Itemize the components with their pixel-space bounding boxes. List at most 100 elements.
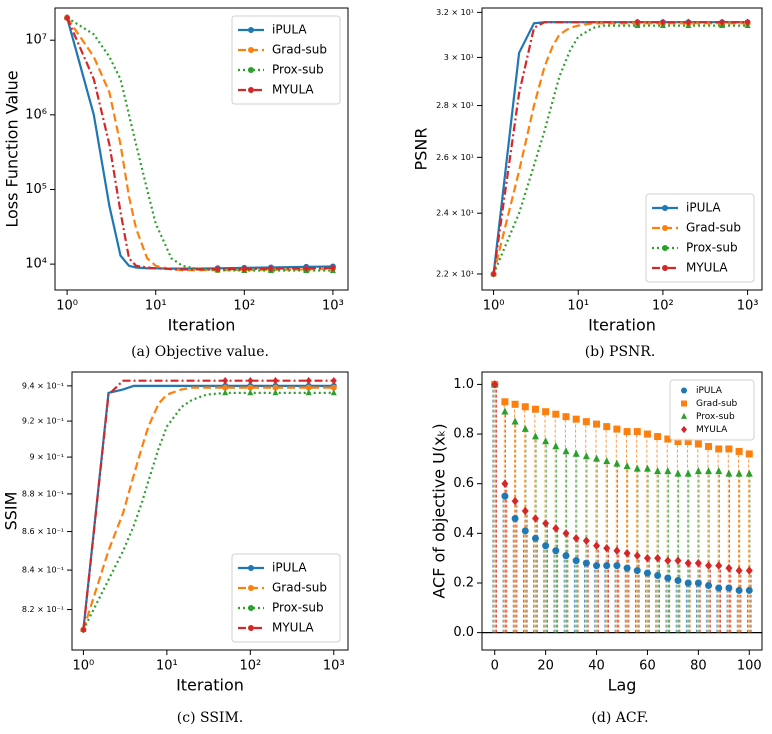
x-tick-label: 10² [233,299,255,314]
marker [725,563,733,573]
legend-box [669,379,755,441]
marker [613,425,621,433]
marker [241,265,248,273]
y-tick-label: 2.8 × 10¹ [436,101,474,110]
legend-marker [248,27,254,33]
marker [490,270,497,278]
series-line [82,391,334,631]
marker [664,435,672,443]
y-axis-label: SSIM [2,492,21,531]
x-tick-label: 10³ [322,299,344,314]
marker [582,536,590,545]
marker [623,428,631,436]
y-tick-label: 8.2 × 10⁻¹ [22,605,64,614]
y-tick-label: 8.6 × 10⁻¹ [22,527,64,536]
marker [643,553,651,563]
x-tick-label: 20 [537,659,554,674]
y-tick-label: 10⁴ [25,257,47,272]
marker [582,418,590,426]
marker [643,430,651,438]
marker [303,264,310,272]
legend-marker [248,605,254,611]
x-tick-label: 10¹ [156,659,178,674]
marker [272,389,279,396]
marker [572,557,580,565]
marker [684,438,692,445]
marker [654,433,662,441]
marker [643,569,651,577]
marker [684,469,692,477]
marker [572,534,580,543]
legend-marker [662,205,668,211]
y-tick-label: 2.6 × 10¹ [436,153,474,162]
marker [272,377,279,385]
x-tick-label: 100 [737,659,762,674]
marker [582,559,590,567]
marker [705,467,713,475]
series-line [492,24,748,275]
marker [674,577,682,584]
marker [542,408,550,416]
x-tick-label: 10¹ [145,299,167,314]
marker [643,464,651,472]
marker [267,265,274,273]
marker [694,579,702,587]
marker [511,514,519,522]
legend-marker [248,585,254,591]
marker [603,562,611,570]
axes-frame [481,7,763,291]
legend-label: iPULA [272,561,307,575]
marker [521,506,529,516]
legend-label: iPULA [272,23,307,37]
caption: (d) ACF. [591,710,648,726]
legend-label: Prox-sub [272,63,324,77]
marker [623,548,631,558]
marker [222,377,229,385]
marker [511,400,519,408]
marker [613,546,621,555]
marker [330,389,337,396]
marker [735,447,743,455]
marker [572,449,580,457]
legend-label: Grad-sub [686,221,741,235]
marker [603,457,611,465]
marker [521,403,529,411]
marker [531,432,539,440]
marker [305,389,312,396]
marker [593,420,601,428]
marker [623,462,631,470]
marker [674,469,682,477]
x-tick-label: 80 [690,659,707,674]
legend-box [231,553,341,643]
legend-label: MYULA [686,261,728,275]
marker [542,437,550,445]
y-axis-label: Loss Function Value [3,70,22,227]
axes-frame [481,371,763,651]
marker [531,405,539,413]
x-axis-label: Iteration [176,676,244,695]
marker [552,547,560,555]
marker [681,425,687,434]
marker [745,586,753,594]
marker [633,428,641,436]
legend-label: MYULA [272,621,314,635]
marker [329,264,336,272]
marker [222,389,229,396]
legend-label: iPULA [686,201,721,215]
marker [694,440,702,448]
marker [572,415,580,423]
marker [633,464,641,472]
legend-marker [662,265,668,271]
marker [511,417,519,425]
marker [725,445,733,453]
y-tick-label: 2.4 × 10¹ [436,209,474,218]
marker [330,384,337,391]
marker [562,447,570,455]
marker [681,400,687,407]
marker [745,450,753,458]
legend-label: iPULA [696,386,723,396]
marker [552,442,560,450]
marker [745,566,753,575]
x-tick-label: 10² [239,659,261,674]
